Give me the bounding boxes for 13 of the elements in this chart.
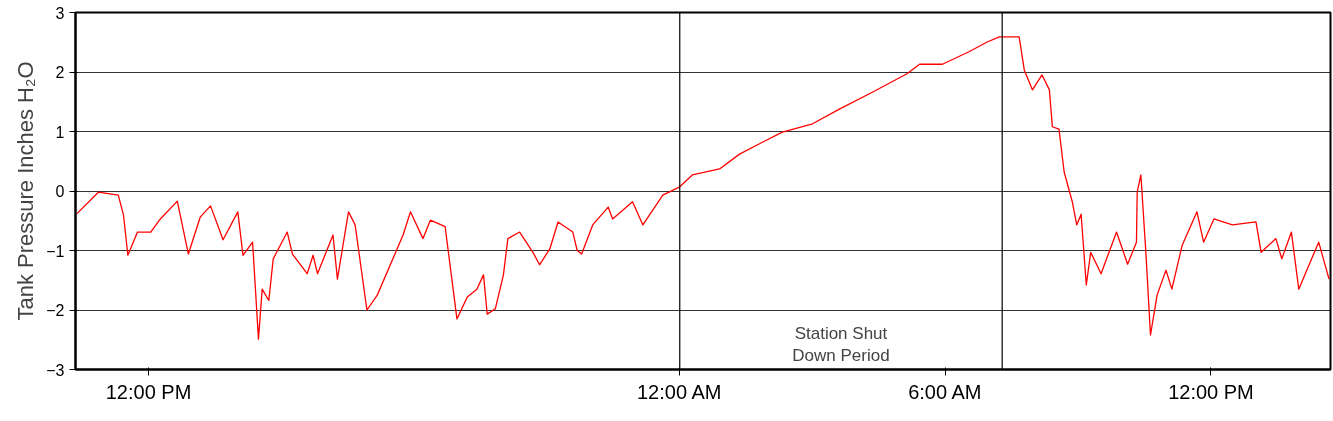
x-tick-label: 12:00 PM bbox=[105, 380, 192, 403]
y-axis-title: Tank Pressure Inches H₂O bbox=[13, 61, 39, 321]
y-tick-label: 0 bbox=[55, 183, 65, 200]
x-tick-label: 12:00 AM bbox=[636, 380, 722, 403]
y-tick-label: 3 bbox=[55, 4, 65, 22]
y-tick-label: −2 bbox=[46, 302, 65, 319]
annotation: Station Shut Down Period bbox=[792, 323, 890, 366]
x-tick-label: 6:00 AM bbox=[908, 380, 982, 403]
x-tick-label: 12:00 PM bbox=[1168, 380, 1254, 403]
y-tick-label: 2 bbox=[55, 64, 65, 81]
y-tick-label: −3 bbox=[46, 361, 65, 379]
y-tick-label: 1 bbox=[55, 123, 65, 141]
y-tick-label: −1 bbox=[46, 242, 65, 260]
